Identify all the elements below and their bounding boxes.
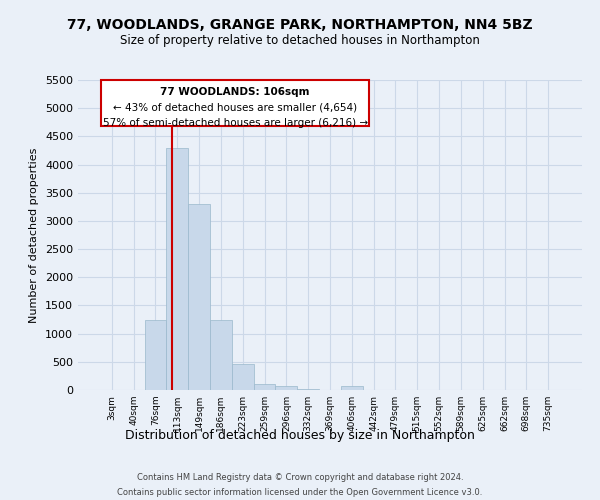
FancyBboxPatch shape [101, 80, 369, 126]
Text: Size of property relative to detached houses in Northampton: Size of property relative to detached ho… [120, 34, 480, 47]
Bar [145, 320, 166, 390]
Bar [188, 204, 210, 390]
Bar [254, 384, 275, 390]
Text: Contains public sector information licensed under the Open Government Licence v3: Contains public sector information licen… [118, 488, 482, 497]
Text: ← 43% of detached houses are smaller (4,654): ← 43% of detached houses are smaller (4,… [113, 102, 357, 113]
Bar [341, 386, 363, 390]
Text: Distribution of detached houses by size in Northampton: Distribution of detached houses by size … [125, 428, 475, 442]
Bar [210, 320, 232, 390]
Bar [232, 364, 254, 390]
Y-axis label: Number of detached properties: Number of detached properties [29, 148, 40, 322]
Text: 57% of semi-detached houses are larger (6,216) →: 57% of semi-detached houses are larger (… [103, 118, 368, 128]
Bar [275, 386, 297, 390]
Bar [297, 388, 319, 390]
Text: 77, WOODLANDS, GRANGE PARK, NORTHAMPTON, NN4 5BZ: 77, WOODLANDS, GRANGE PARK, NORTHAMPTON,… [67, 18, 533, 32]
Text: Contains HM Land Registry data © Crown copyright and database right 2024.: Contains HM Land Registry data © Crown c… [137, 473, 463, 482]
Text: 77 WOODLANDS: 106sqm: 77 WOODLANDS: 106sqm [160, 87, 310, 97]
Bar [166, 148, 188, 390]
